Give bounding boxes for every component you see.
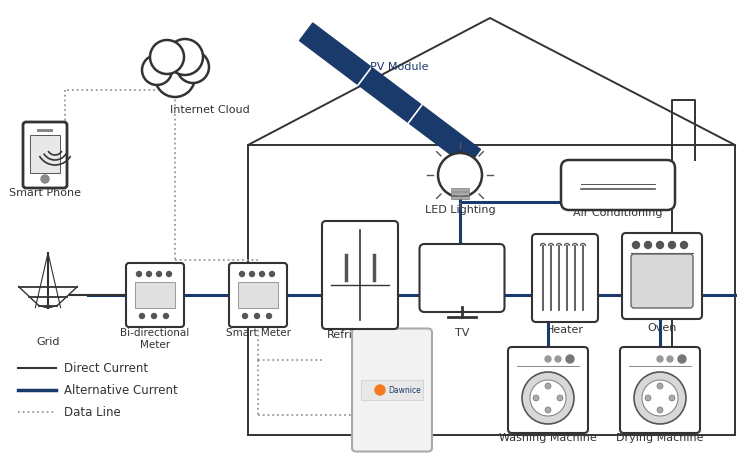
- Circle shape: [269, 272, 274, 277]
- FancyBboxPatch shape: [352, 329, 432, 452]
- Circle shape: [657, 383, 663, 389]
- Circle shape: [669, 395, 675, 401]
- Text: Oven: Oven: [647, 323, 676, 333]
- Text: Grid: Grid: [36, 337, 60, 347]
- Circle shape: [555, 356, 561, 362]
- Circle shape: [266, 314, 272, 318]
- Text: LED Lighting: LED Lighting: [424, 205, 495, 215]
- Circle shape: [657, 407, 663, 413]
- FancyBboxPatch shape: [622, 233, 702, 319]
- Bar: [37, 129, 53, 132]
- Circle shape: [260, 272, 265, 277]
- Circle shape: [166, 272, 172, 277]
- Circle shape: [164, 314, 169, 318]
- Circle shape: [645, 395, 651, 401]
- Text: Heater: Heater: [546, 325, 584, 335]
- FancyBboxPatch shape: [620, 347, 700, 433]
- Circle shape: [41, 175, 49, 183]
- Circle shape: [566, 355, 574, 363]
- Bar: [30, 135, 60, 173]
- Circle shape: [545, 356, 551, 362]
- Circle shape: [634, 372, 686, 424]
- Text: Refrigerator: Refrigerator: [326, 330, 394, 340]
- Circle shape: [254, 314, 260, 318]
- Circle shape: [667, 356, 673, 362]
- Circle shape: [657, 356, 663, 362]
- Circle shape: [533, 395, 539, 401]
- Circle shape: [642, 380, 678, 416]
- Circle shape: [632, 242, 640, 248]
- Circle shape: [668, 242, 676, 248]
- Circle shape: [545, 407, 551, 413]
- Text: TV: TV: [454, 328, 470, 338]
- Bar: [452, 196, 469, 199]
- Text: PV Module: PV Module: [370, 62, 428, 72]
- Circle shape: [136, 272, 142, 277]
- FancyBboxPatch shape: [631, 254, 693, 308]
- Circle shape: [644, 242, 652, 248]
- Bar: [238, 282, 278, 308]
- Circle shape: [375, 385, 385, 395]
- Text: Smart Phone: Smart Phone: [9, 188, 81, 198]
- Text: Air Conditioning: Air Conditioning: [573, 208, 663, 218]
- FancyBboxPatch shape: [419, 244, 505, 312]
- FancyBboxPatch shape: [23, 122, 67, 188]
- Polygon shape: [299, 23, 481, 167]
- Bar: [452, 192, 469, 195]
- Circle shape: [150, 40, 184, 74]
- Circle shape: [678, 355, 686, 363]
- Text: Data Line: Data Line: [64, 405, 121, 419]
- Circle shape: [167, 39, 203, 75]
- Circle shape: [522, 372, 574, 424]
- Text: Direct Current: Direct Current: [64, 361, 148, 375]
- FancyBboxPatch shape: [229, 263, 287, 327]
- Circle shape: [530, 380, 566, 416]
- Text: Dawnice: Dawnice: [388, 385, 421, 394]
- Circle shape: [142, 55, 172, 85]
- Circle shape: [680, 242, 688, 248]
- Text: Alternative Current: Alternative Current: [64, 384, 178, 396]
- Bar: [452, 188, 469, 191]
- Circle shape: [155, 57, 195, 97]
- Text: Smart Meter: Smart Meter: [226, 328, 290, 338]
- Circle shape: [157, 272, 161, 277]
- Circle shape: [656, 242, 664, 248]
- Text: Limiun Battery: Limiun Battery: [351, 438, 433, 448]
- FancyBboxPatch shape: [532, 234, 598, 322]
- Circle shape: [177, 51, 209, 83]
- Bar: [361, 380, 423, 400]
- Circle shape: [545, 383, 551, 389]
- Text: Bi-directional
Meter: Bi-directional Meter: [120, 328, 190, 350]
- Circle shape: [242, 314, 248, 318]
- Text: Washing Machine: Washing Machine: [500, 433, 597, 443]
- FancyBboxPatch shape: [322, 221, 398, 329]
- FancyBboxPatch shape: [508, 347, 588, 433]
- Text: Internet Cloud: Internet Cloud: [170, 105, 250, 115]
- Circle shape: [146, 272, 152, 277]
- Text: Drying Machine: Drying Machine: [616, 433, 704, 443]
- Circle shape: [152, 314, 157, 318]
- FancyBboxPatch shape: [126, 263, 184, 327]
- Bar: [135, 282, 175, 308]
- Circle shape: [250, 272, 254, 277]
- Circle shape: [438, 153, 482, 197]
- Circle shape: [140, 314, 145, 318]
- FancyBboxPatch shape: [561, 160, 675, 210]
- Circle shape: [557, 395, 563, 401]
- Circle shape: [239, 272, 244, 277]
